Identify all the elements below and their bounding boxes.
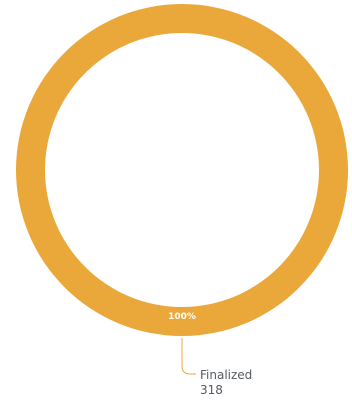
slice-leader-line	[181, 338, 196, 375]
slice-percent-label: 100%	[168, 312, 196, 322]
slices-layer	[16, 4, 348, 336]
slice-value-label: 318	[200, 383, 223, 397]
donut-slice-finalized[interactable]	[16, 4, 348, 336]
slice-category-label: Finalized	[200, 368, 252, 382]
